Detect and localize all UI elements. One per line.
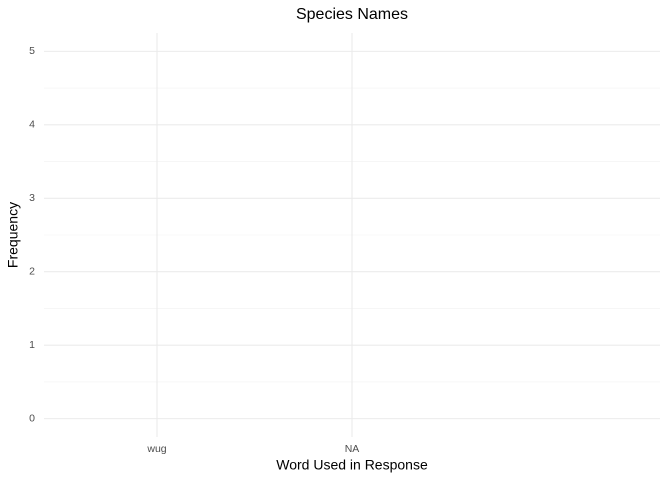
y-axis-label: Frequency (5, 202, 21, 268)
y-tick-label: 5 (29, 45, 35, 57)
y-tick-label: 2 (29, 266, 35, 278)
x-axis-label: Word Used in Response (276, 457, 428, 473)
y-tick-label: 4 (29, 119, 35, 131)
x-tick-label: NA (345, 443, 360, 455)
y-tick-label: 1 (29, 339, 35, 351)
y-tick-label: 3 (29, 192, 35, 204)
chart-title: Species Names (296, 6, 408, 23)
y-tick-label: 0 (29, 412, 35, 424)
x-tick-label: wug (146, 443, 166, 455)
